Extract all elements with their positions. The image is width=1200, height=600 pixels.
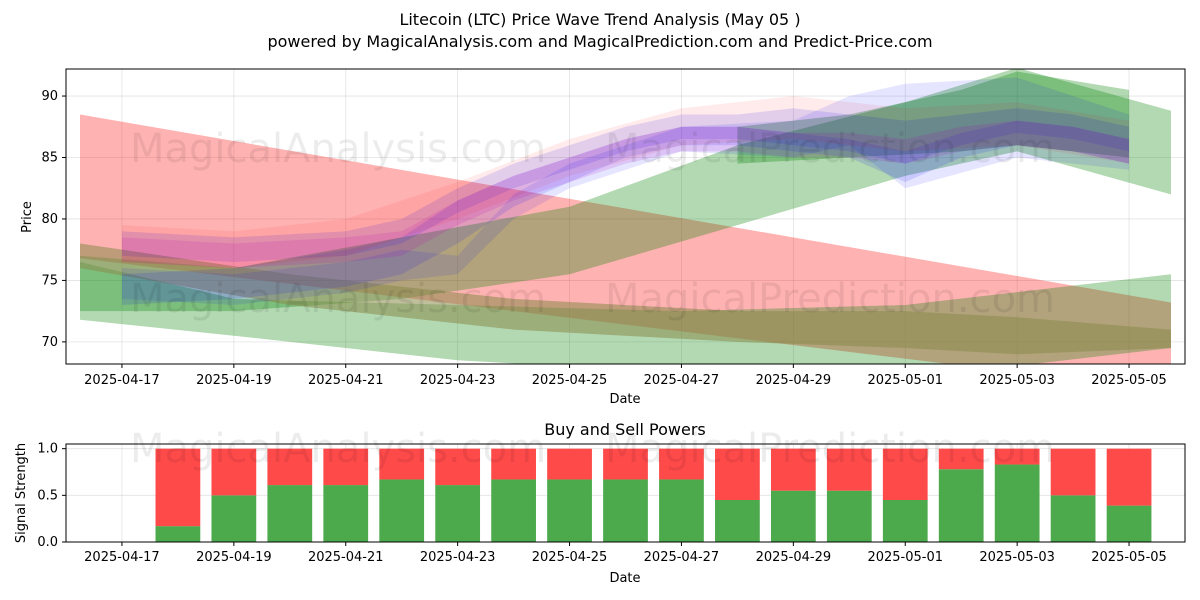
buy-bar: [715, 500, 760, 542]
buy-bar: [435, 485, 481, 542]
watermark-text: MagicalAnalysis.com: [130, 126, 546, 172]
buy-bar: [1106, 505, 1152, 542]
watermark-text: MagicalPrediction.com: [605, 276, 1055, 322]
x-tick-label: 2025-04-25: [532, 550, 608, 565]
sell-bar: [1050, 448, 1096, 496]
x-tick-label: 2025-04-19: [196, 373, 272, 388]
x-tick-label: 2025-05-03: [979, 550, 1055, 565]
wave-band: [122, 108, 1129, 262]
y-tick-label: 0.5: [37, 488, 58, 503]
sell-bar: [211, 448, 257, 496]
buy-bar: [603, 479, 648, 542]
sell-bar: [882, 448, 928, 500]
y-tick-label: 80: [41, 212, 58, 227]
sell-bar: [323, 448, 369, 486]
x-tick-label: 2025-04-27: [644, 373, 720, 388]
x-tick-label: 2025-05-05: [1091, 550, 1167, 565]
power-axes: 2025-04-17 2025-04-19 2025-04-21 2025-04-23…: [37, 442, 1167, 565]
power-x-label: Date: [609, 571, 640, 586]
x-tick-label: 2025-04-29: [756, 373, 832, 388]
buy-bar: [267, 485, 313, 542]
buy-bar: [659, 479, 704, 542]
y-tick-label: 1.0: [37, 442, 58, 457]
sell-bar: [994, 448, 1040, 465]
buy-bar: [211, 495, 257, 542]
wave-band: [122, 77, 1129, 305]
trend-band: [80, 114, 1171, 364]
x-tick-label: 2025-04-19: [196, 550, 272, 565]
price-bands: [80, 69, 1171, 364]
buy-bar: [155, 526, 201, 542]
x-tick-label: 2025-05-01: [867, 550, 943, 565]
wave-band: [122, 120, 1129, 269]
buy-bar: [379, 479, 425, 542]
x-tick-label: 2025-04-29: [756, 550, 832, 565]
x-tick-label: 2025-04-25: [532, 373, 608, 388]
sell-bar: [1106, 448, 1152, 506]
x-tick-label: 2025-05-05: [1091, 373, 1167, 388]
power-panel: Buy and Sell Powers MagicalAnalysis.com …: [14, 420, 1186, 586]
x-tick-label: 2025-04-27: [644, 550, 720, 565]
buy-bar: [1050, 495, 1096, 542]
x-tick-label: 2025-04-23: [420, 373, 496, 388]
sell-bar: [770, 448, 816, 491]
sell-bar: [603, 448, 648, 480]
sell-bar: [379, 448, 425, 480]
sell-bar: [435, 448, 481, 486]
sell-bar: [267, 448, 313, 486]
wave-band: [122, 120, 1129, 305]
x-tick-label: 2025-05-03: [979, 373, 1055, 388]
watermark-text: MagicalPrediction.com: [605, 126, 1055, 172]
watermark-text: MagicalAnalysis.com: [130, 276, 546, 322]
trend-band: [80, 69, 1171, 312]
x-tick-label: 2025-04-17: [84, 373, 160, 388]
y-tick-label: 0.0: [37, 535, 58, 550]
buy-bar: [826, 490, 872, 542]
trend-band: [80, 243, 1171, 355]
sell-bar: [826, 448, 872, 491]
sell-bar: [938, 448, 984, 470]
x-tick-label: 2025-05-01: [867, 373, 943, 388]
sell-bar: [659, 448, 704, 480]
price-panel: MagicalAnalysis.com MagicalPrediction.co…: [20, 68, 1186, 407]
buy-bar: [491, 479, 536, 542]
x-tick-label: 2025-04-21: [308, 550, 384, 565]
sell-bar: [155, 448, 201, 527]
chart-subtitle: powered by MagicalAnalysis.com and Magic…: [267, 32, 932, 51]
y-tick-label: 70: [41, 335, 58, 350]
sell-bar: [715, 448, 760, 500]
power-bars: [155, 448, 1152, 542]
watermark-text: MagicalPrediction.com: [605, 426, 1055, 472]
buy-bar: [547, 479, 592, 542]
power-watermarks: MagicalAnalysis.com MagicalPrediction.co…: [130, 426, 1055, 472]
x-tick-label: 2025-04-23: [420, 550, 496, 565]
buy-bar: [770, 490, 816, 542]
buy-bar: [938, 469, 984, 542]
buy-bar: [994, 464, 1040, 542]
price-watermarks: MagicalAnalysis.com MagicalPrediction.co…: [130, 126, 1055, 322]
x-tick-label: 2025-04-21: [308, 373, 384, 388]
price-axes: 2025-04-17 2025-04-19 2025-04-21 2025-04-23…: [41, 89, 1166, 388]
price-y-label: Price: [20, 201, 35, 233]
power-title: Buy and Sell Powers: [544, 420, 706, 439]
wave-band: [122, 96, 1129, 269]
trend-band: [737, 71, 1129, 164]
sell-bar: [547, 448, 592, 480]
buy-bar: [323, 485, 369, 542]
y-tick-label: 75: [41, 273, 58, 288]
chart-title: Litecoin (LTC) Price Wave Trend Analysis…: [399, 10, 800, 29]
watermark-text: MagicalAnalysis.com: [130, 426, 546, 472]
buy-bar: [882, 500, 928, 542]
price-x-label: Date: [609, 392, 640, 407]
y-tick-label: 90: [41, 89, 58, 104]
y-tick-label: 85: [41, 151, 58, 166]
price-plot-frame: [65, 68, 1186, 365]
power-y-label: Signal Strength: [14, 443, 29, 543]
sell-bar: [491, 448, 536, 480]
power-plot-frame: [65, 443, 1186, 543]
x-tick-label: 2025-04-17: [84, 550, 160, 565]
